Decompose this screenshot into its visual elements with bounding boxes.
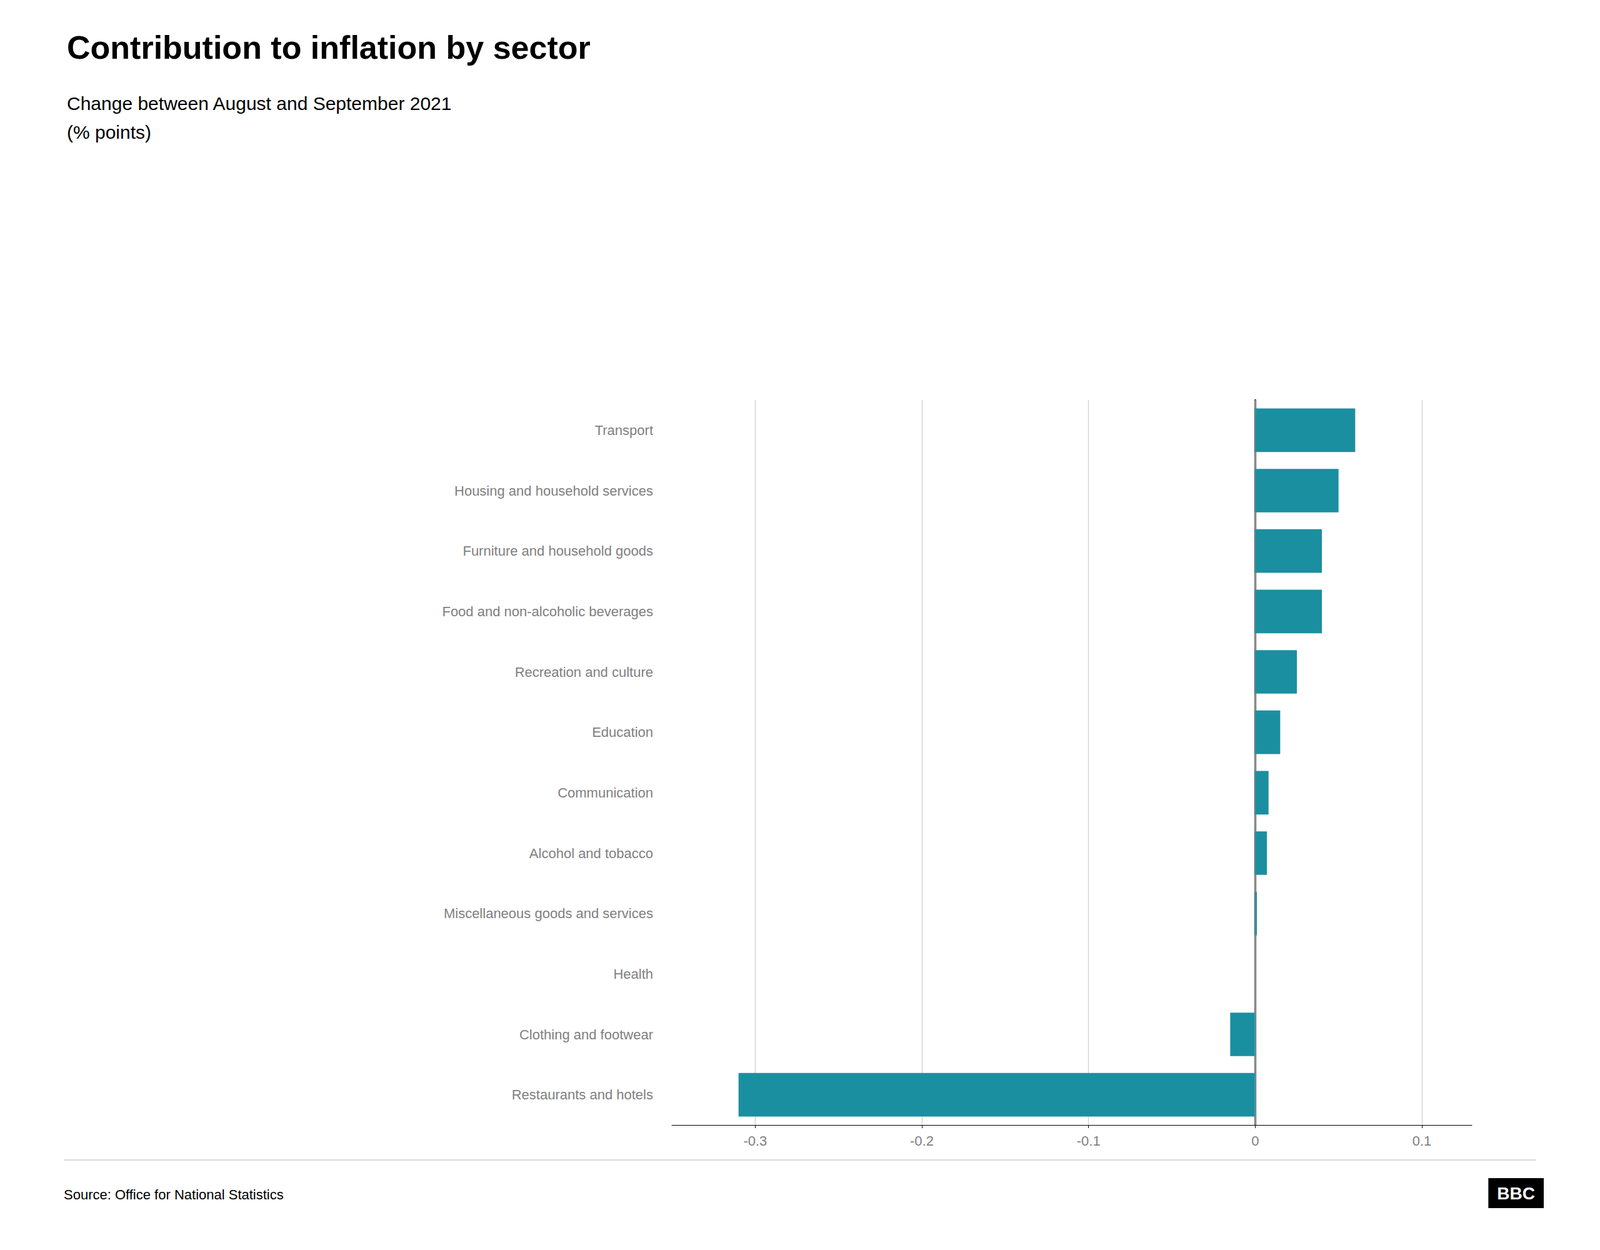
svg-text:Recreation and culture: Recreation and culture: [515, 664, 654, 680]
svg-text:Food and non-alcoholic beverag: Food and non-alcoholic beverages: [441, 603, 654, 620]
svg-text:Alcohol and tobacco: Alcohol and tobacco: [529, 845, 654, 862]
svg-text:Communication: Communication: [557, 785, 654, 801]
svg-text:0: 0: [1251, 1133, 1259, 1149]
svg-text:Source: Office for National St: Source: Office for National Statistics: [63, 1186, 284, 1203]
svg-text:Change between August and Sept: Change between August and September 2021: [66, 93, 452, 114]
svg-text:Clothing and footwear: Clothing and footwear: [519, 1026, 654, 1043]
svg-text:Health: Health: [613, 966, 654, 982]
svg-text:-0.1: -0.1: [1076, 1133, 1101, 1149]
svg-text:Transport: Transport: [595, 422, 654, 439]
svg-text:Contribution to inflation by s: Contribution to inflation by sector: [66, 29, 591, 66]
svg-text:Restaurants and hotels: Restaurants and hotels: [511, 1086, 654, 1103]
svg-text:(% points): (% points): [66, 121, 152, 143]
svg-text:Housing and household services: Housing and household services: [454, 483, 654, 499]
svg-text:BBC: BBC: [1496, 1183, 1535, 1204]
svg-text:Furniture and household goods: Furniture and household goods: [462, 543, 654, 559]
svg-text:Miscellaneous goods and servic: Miscellaneous goods and services: [443, 905, 654, 922]
svg-text:0.1: 0.1: [1412, 1133, 1432, 1149]
svg-text:Education: Education: [591, 724, 654, 740]
svg-text:-0.2: -0.2: [910, 1133, 934, 1149]
svg-text:-0.3: -0.3: [743, 1133, 767, 1149]
